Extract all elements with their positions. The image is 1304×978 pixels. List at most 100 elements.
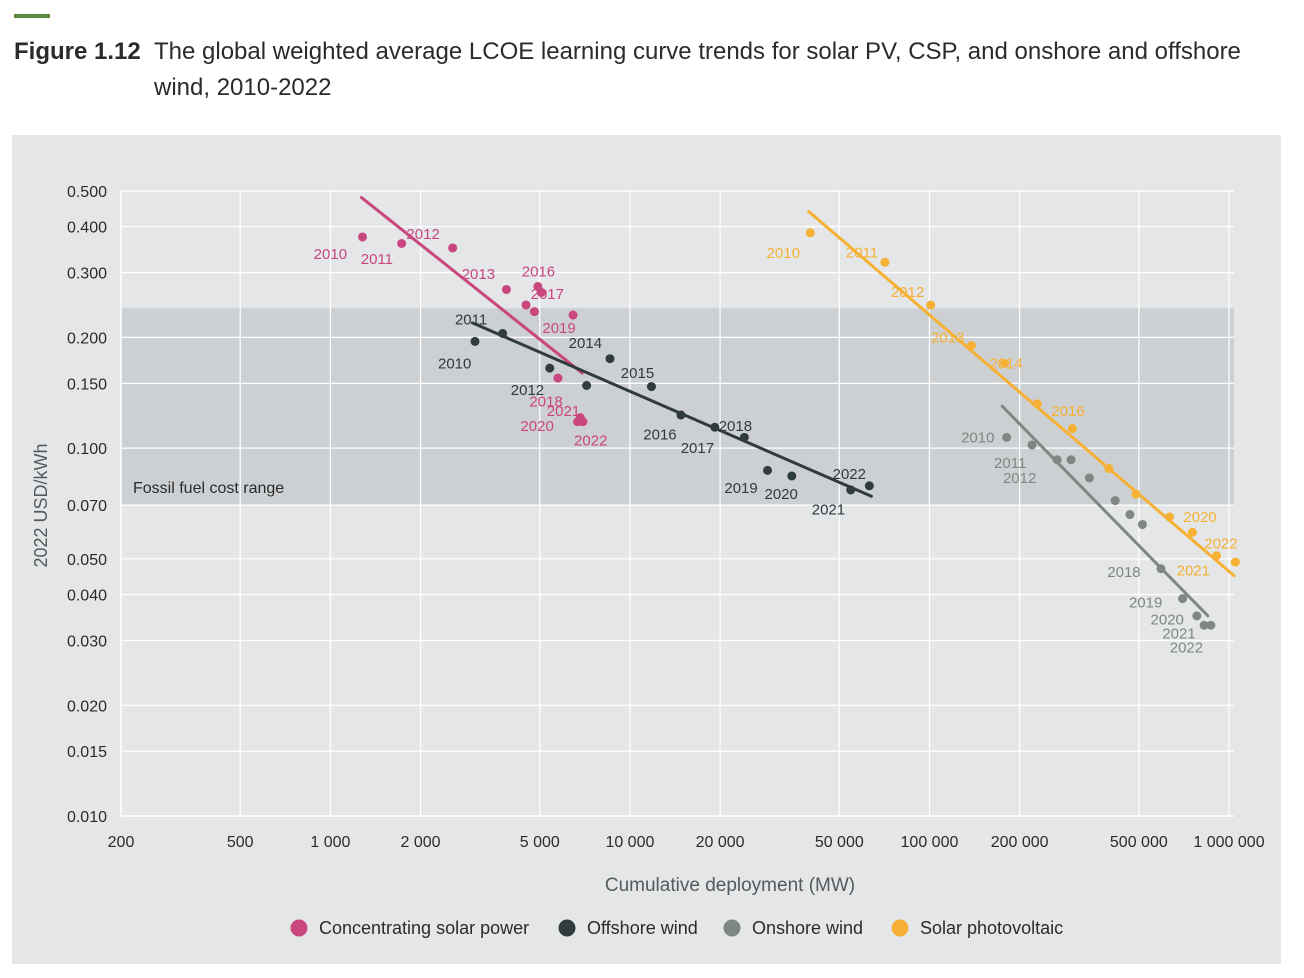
x-tick-label: 50 000 — [815, 834, 864, 851]
offshore-point-2010 — [470, 336, 480, 346]
csp-label-2018: 2018 — [529, 393, 562, 410]
csp-label-2011: 2011 — [361, 251, 393, 268]
onshore-point-2019 — [1178, 594, 1188, 604]
onshore-point-2021 — [1199, 620, 1209, 630]
x-tick-label: 200 000 — [991, 834, 1049, 851]
offshore-point-2013 — [582, 380, 592, 390]
x-tick-label: 200 — [108, 834, 135, 851]
y-tick-label: 0.050 — [67, 552, 107, 569]
legend-marker-csp — [290, 919, 308, 937]
onshore-label-2022: 2022 — [1170, 640, 1203, 657]
onshore-point-2014 — [1084, 473, 1094, 483]
x-tick-label: 500 000 — [1110, 834, 1168, 851]
csp-label-2016: 2016 — [522, 264, 555, 281]
csp-point-2022 — [578, 417, 588, 427]
onshore-label-2012: 2012 — [1003, 470, 1036, 487]
pv-label-2020: 2020 — [1183, 509, 1216, 526]
onshore-point-2011 — [1027, 440, 1037, 450]
pv-point-2017 — [1104, 464, 1114, 474]
pv-point-2016 — [1067, 424, 1077, 434]
y-tick-label: 0.040 — [67, 588, 107, 605]
offshore-label-2016: 2016 — [643, 426, 676, 443]
onshore-label-2019: 2019 — [1129, 595, 1162, 612]
y-tick-label: 0.400 — [67, 220, 107, 237]
pv-label-2022: 2022 — [1204, 536, 1237, 553]
x-axis-title: Cumulative deployment (MW) — [605, 875, 855, 896]
csp-point-2012 — [448, 243, 458, 253]
offshore-label-2019: 2019 — [724, 480, 757, 497]
offshore-point-2020 — [787, 471, 797, 481]
offshore-label-2017: 2017 — [681, 440, 714, 457]
x-tick-label: 10 000 — [605, 834, 654, 851]
x-tick-label: 5 000 — [520, 834, 560, 851]
onshore-point-2017 — [1137, 520, 1147, 530]
onshore-point-2018 — [1156, 564, 1166, 574]
csp-trend-line — [359, 196, 584, 375]
fossil-fuel-band — [121, 308, 1234, 506]
offshore-label-2014: 2014 — [569, 335, 602, 352]
y-tick-label: 0.020 — [67, 698, 107, 715]
csp-label-2020: 2020 — [520, 418, 553, 435]
pv-point-2022 — [1230, 557, 1240, 567]
onshore-point-2020 — [1192, 611, 1202, 621]
offshore-label-2020: 2020 — [765, 486, 798, 503]
pv-trend-line — [807, 209, 1236, 578]
offshore-point-2011 — [498, 328, 508, 338]
legend-label-offshore: Offshore wind — [587, 918, 698, 938]
y-tick-label: 0.030 — [67, 633, 107, 650]
y-tick-label: 0.300 — [67, 266, 107, 283]
pv-label-2014: 2014 — [989, 355, 1022, 372]
pv-label-2016: 2016 — [1051, 403, 1084, 420]
csp-label-2017: 2017 — [531, 286, 564, 303]
accent-bar — [14, 14, 50, 18]
y-tick-label: 0.150 — [67, 376, 107, 393]
x-tick-label: 20 000 — [696, 834, 745, 851]
onshore-trend-line — [1000, 404, 1210, 618]
y-tick-label: 0.015 — [67, 744, 107, 761]
x-tick-label: 500 — [227, 834, 254, 851]
offshore-label-2010: 2010 — [438, 355, 471, 372]
onshore-point-2016 — [1125, 510, 1135, 520]
y-tick-label: 0.100 — [67, 441, 107, 458]
onshore-point-2022 — [1206, 620, 1216, 630]
pv-point-2015 — [1032, 399, 1042, 409]
csp-label-2019: 2019 — [542, 320, 575, 337]
pv-point-2019 — [1165, 512, 1175, 522]
onshore-label-2021: 2021 — [1162, 626, 1195, 643]
offshore-label-2015: 2015 — [621, 365, 654, 382]
csp-label-2021: 2021 — [547, 403, 580, 420]
figure-caption: The global weighted average LCOE learnin… — [154, 38, 1241, 101]
csp-point-2011 — [397, 238, 407, 248]
onshore-point-2012 — [1052, 455, 1062, 465]
csp-label-2022: 2022 — [574, 432, 607, 449]
fossil-fuel-band-label: Fossil fuel cost range — [133, 480, 284, 497]
y-tick-label: 0.010 — [67, 809, 107, 826]
onshore-point-2010 — [1002, 432, 1012, 442]
offshore-point-2015 — [646, 382, 656, 392]
legend-label-onshore: Onshore wind — [752, 918, 863, 938]
legend-label-csp: Concentrating solar power — [319, 918, 529, 938]
csp-label-2013: 2013 — [462, 266, 495, 283]
pv-point-2018 — [1131, 489, 1141, 499]
onshore-label-2020: 2020 — [1151, 612, 1184, 629]
offshore-point-2012 — [545, 363, 555, 373]
figure-label: Figure 1.12 — [14, 38, 141, 65]
offshore-label-2018: 2018 — [719, 418, 752, 435]
csp-point-2013 — [501, 284, 511, 294]
x-tick-label: 2 000 — [401, 834, 441, 851]
pv-label-2012: 2012 — [891, 284, 924, 301]
offshore-point-2019 — [763, 465, 773, 475]
onshore-label-2018: 2018 — [1107, 564, 1140, 581]
onshore-label-2010: 2010 — [961, 429, 994, 446]
legend-marker-offshore — [558, 919, 576, 937]
y-tick-label: 0.200 — [67, 330, 107, 347]
pv-label-2011: 2011 — [846, 245, 878, 262]
offshore-label-2022: 2022 — [833, 466, 866, 483]
csp-point-2017 — [536, 287, 546, 297]
csp-label-2010: 2010 — [314, 246, 347, 263]
csp-point-2015 — [529, 307, 539, 317]
pv-point-2012 — [926, 300, 936, 310]
offshore-point-2021 — [846, 485, 856, 495]
onshore-point-2013 — [1066, 455, 1076, 465]
